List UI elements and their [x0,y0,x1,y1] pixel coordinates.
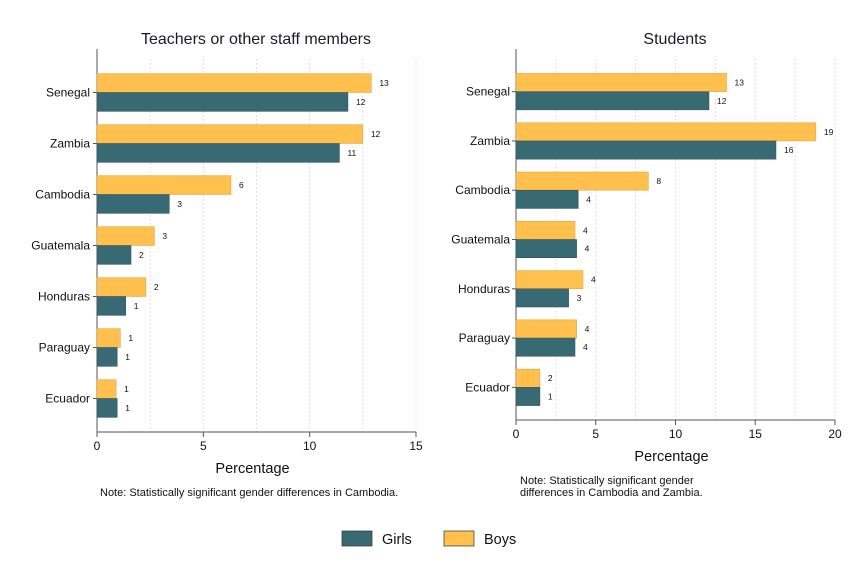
bar-girls [96,92,349,112]
bar-girls [96,347,118,367]
data-label-girls: 16 [784,145,794,155]
category-label: Senegal [466,85,510,99]
x-tick-label: 10 [669,427,683,441]
legend-girls-label: Girls [382,532,412,548]
bar-boys [515,319,577,339]
data-label-girls: 11 [347,148,356,158]
data-label-boys: 13 [379,78,389,88]
legend: Girls Boys [341,530,516,548]
data-label-girls: 3 [577,293,582,303]
data-label-boys: 3 [162,231,167,241]
category-label: Zambia [50,137,90,151]
data-label-girls: 12 [717,96,727,106]
x-tick-label: 5 [200,439,207,453]
legend-boys-label: Boys [484,532,516,548]
x-axis-title: Percentage [634,449,708,465]
x-tick-label: 10 [303,439,317,453]
chart-note: Note: Statistically significant gender d… [100,487,398,499]
data-label-boys: 4 [585,324,590,334]
data-label-girls: 1 [125,352,130,362]
panel-title: Teachers or other staff members [141,31,371,48]
data-label-girls: 12 [356,97,366,107]
chart-note-line: Note: Statistically significant gender d… [100,487,398,499]
category-label: Guatemala [31,239,90,253]
bar-boys [515,171,649,191]
category-label: Honduras [458,282,510,296]
chart-note-line: differences in Cambodia and Zambia. [520,487,703,499]
category-label: Cambodia [35,188,90,202]
category-label: Ecuador [45,392,90,406]
bar-boys [515,221,576,240]
data-label-girls: 3 [177,199,182,209]
bar-boys [96,328,121,348]
data-label-boys: 1 [128,333,133,343]
teachers-panel: Teachers or other staff members 0 5 10 15 Per… [31,31,423,499]
bar-girls [515,337,576,357]
bar-girls [96,296,126,316]
x-axis-title: Percentage [215,461,289,477]
bar-girls [515,239,577,258]
chart-note-line: Note: Statistically significant gender [520,475,694,487]
data-label-girls: 4 [583,342,588,352]
legend-girls-swatch [341,530,373,547]
x-tick-label: 20 [828,427,842,441]
data-label-boys: 19 [824,127,834,137]
bar-boys [515,73,727,92]
bar-boys [96,73,372,93]
bar-boys [515,368,541,388]
bar-girls [515,288,569,308]
x-tick-label: 15 [409,439,423,453]
category-label: Ecuador [465,380,510,394]
data-label-girls: 1 [125,403,130,413]
bar-boys [96,277,147,297]
bar-boys [515,122,817,142]
bar-boys [96,124,364,144]
category-label: Paraguay [39,341,90,355]
data-label-boys: 13 [735,78,745,88]
data-label-boys: 1 [124,384,129,394]
data-label-girls: 1 [548,391,553,401]
legend-boys-swatch [443,530,475,547]
data-label-boys: 4 [591,275,596,285]
data-label-boys: 12 [371,129,381,139]
data-label-boys: 6 [239,180,244,190]
category-label: Cambodia [455,183,510,197]
chart-note: Note: Statistically significant gender di… [520,475,703,499]
bar-boys [96,379,117,399]
bar-boys [515,270,584,290]
category-label: Senegal [46,86,90,100]
bar-girls [96,143,340,163]
bar-girls [515,140,777,160]
data-label-boys: 2 [154,282,159,292]
data-label-girls: 2 [139,250,144,260]
data-label-girls: 4 [586,194,591,204]
bar-girls [96,194,170,214]
category-label: Paraguay [459,331,510,345]
x-tick-label: 0 [513,427,520,441]
x-tick-label: 0 [94,439,101,453]
bar-girls [96,245,132,265]
data-label-boys: 8 [656,176,661,186]
panel-title: Students [643,31,706,48]
bar-girls [515,189,579,209]
data-label-boys: 4 [583,225,588,235]
category-label: Guatemala [451,233,510,247]
data-label-girls: 4 [585,244,590,254]
bar-boys [96,175,232,195]
data-label-boys: 2 [548,373,553,383]
bar-girls [515,387,541,406]
bar-girls [515,91,710,111]
bar-boys [96,226,155,246]
category-label: Zambia [470,134,510,148]
bar-girls [96,398,118,418]
x-tick-label: 15 [749,427,763,441]
category-label: Honduras [38,290,90,304]
data-label-girls: 1 [134,301,139,311]
x-tick-label: 5 [592,427,599,441]
